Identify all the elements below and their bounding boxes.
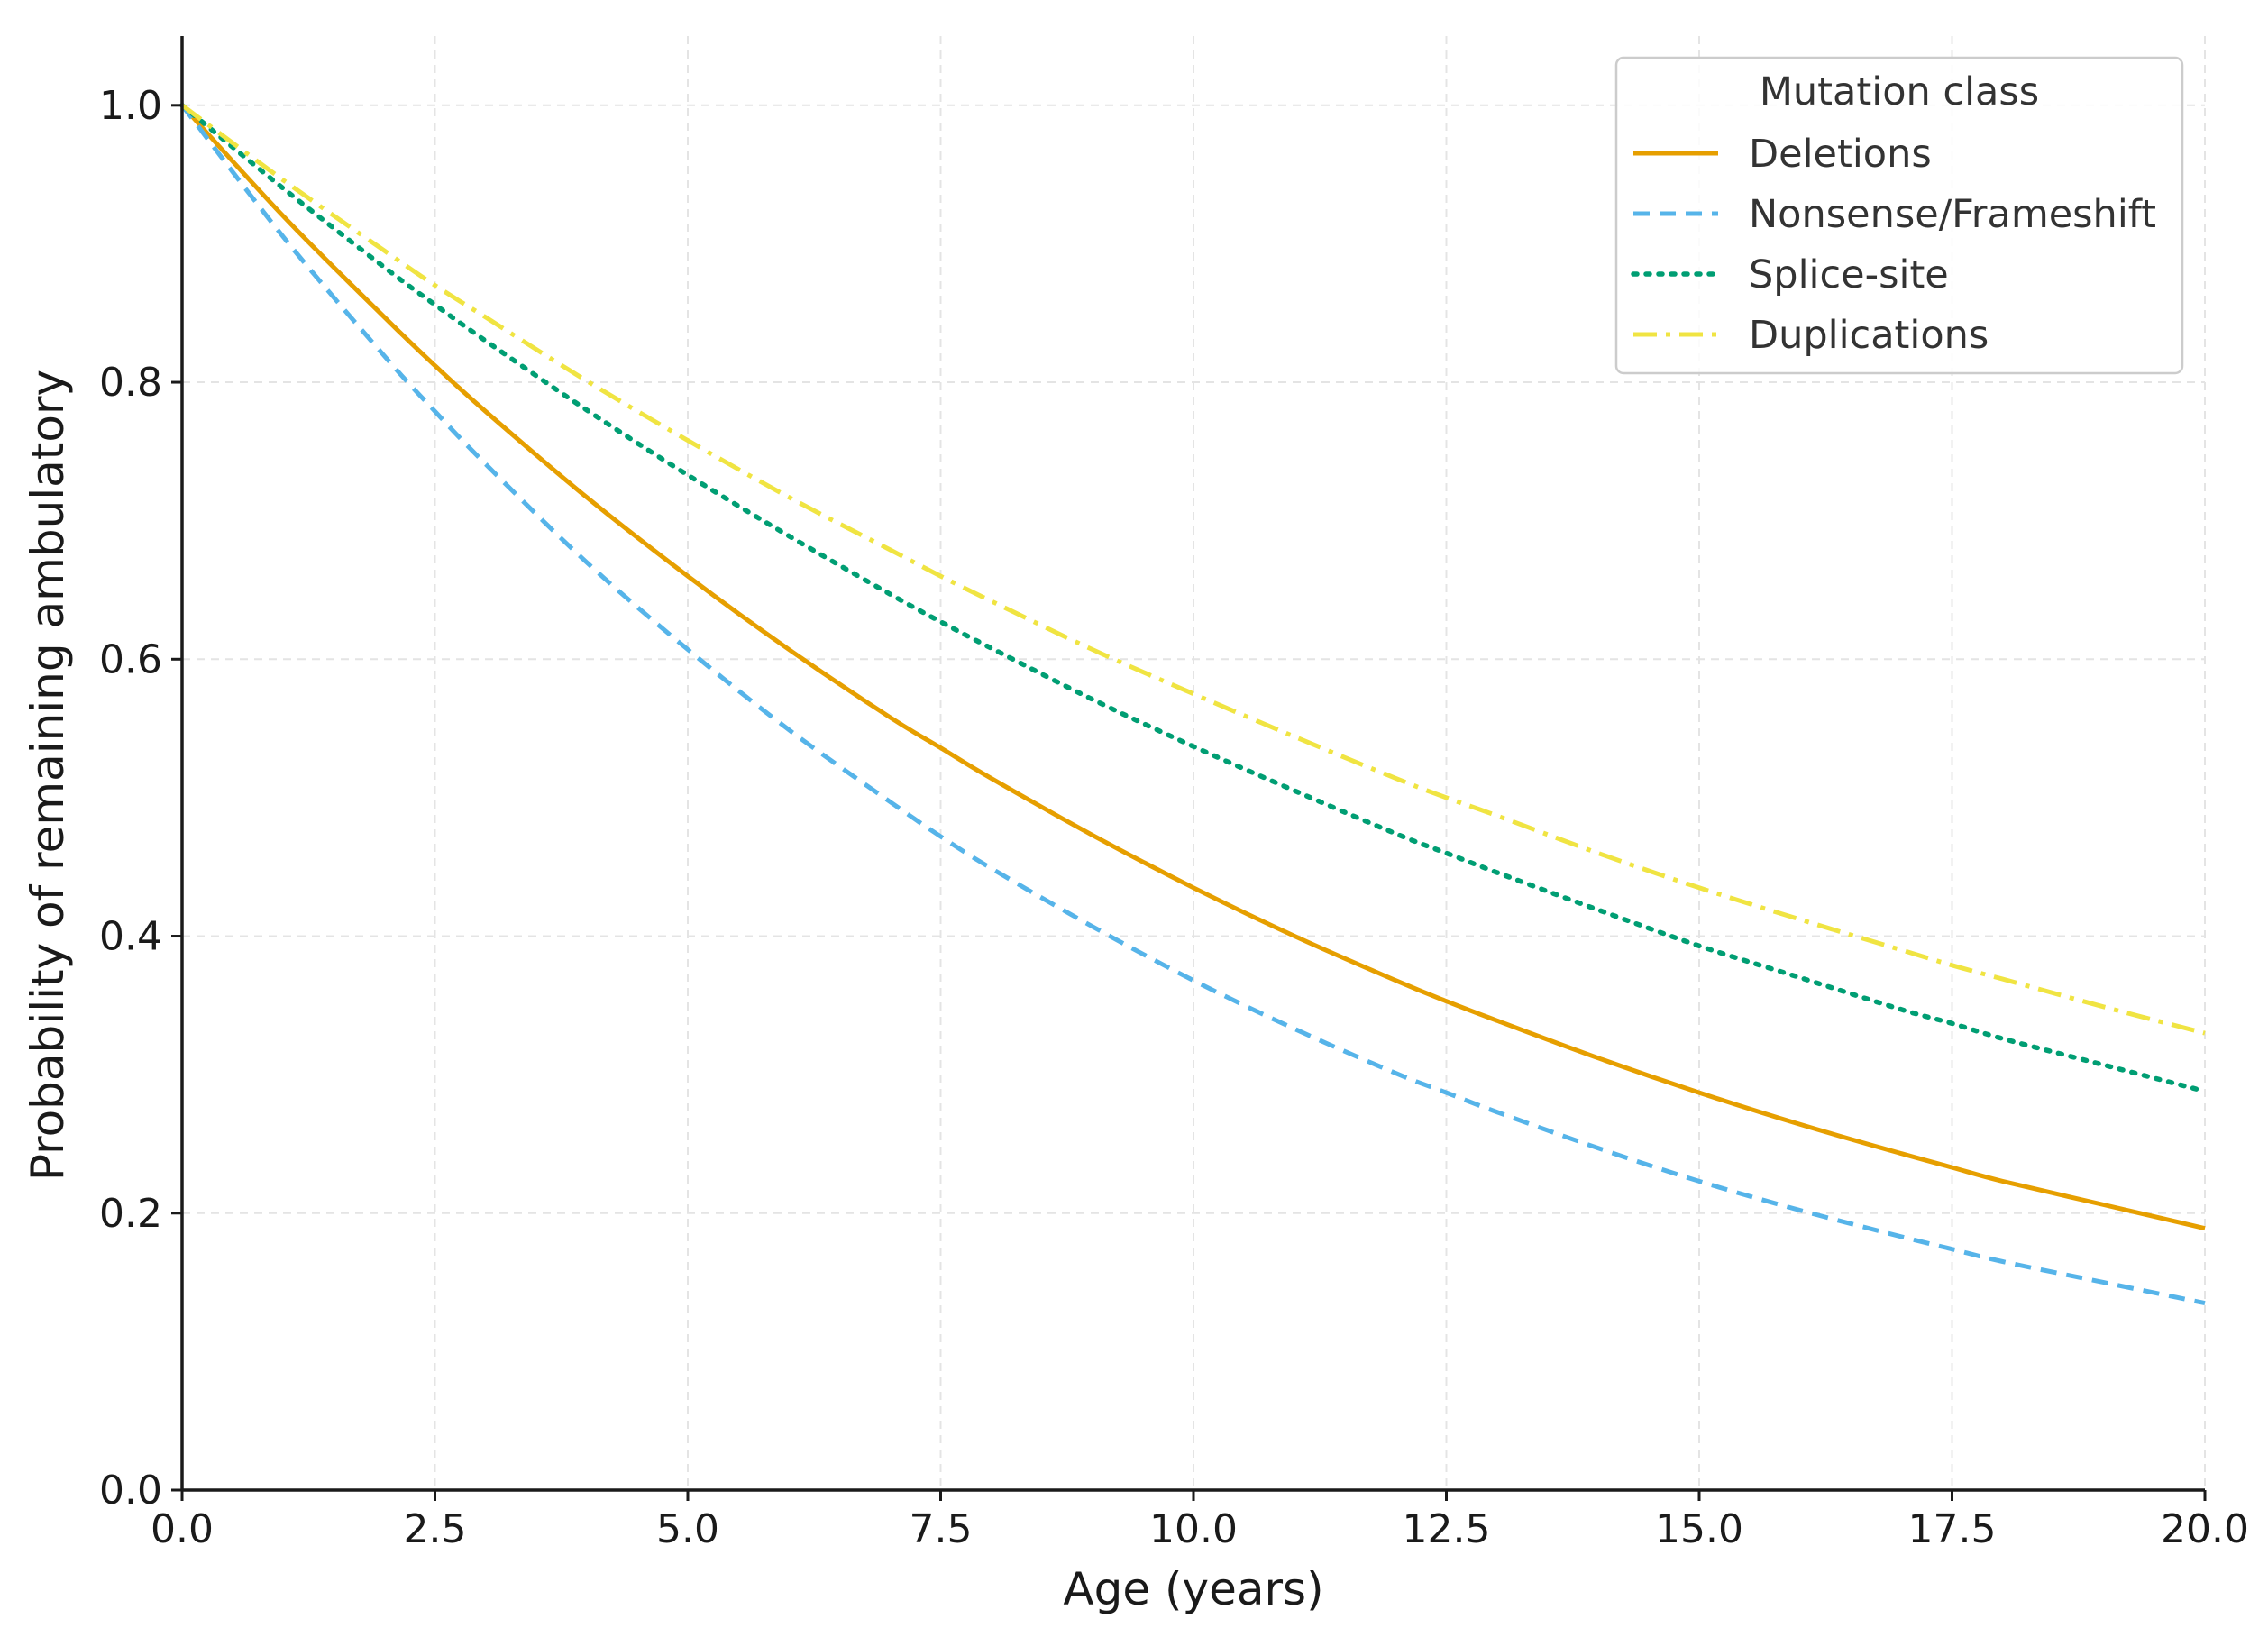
y-tick-label: 0.6 [99,636,162,682]
y-tick-label: 0.4 [99,914,162,960]
y-tick-label: 1.0 [99,83,162,129]
y-tick-label: 0.8 [99,360,162,406]
y-axis-label: Probability of remaining ambulatory [22,370,74,1181]
series-line-splice-site [179,103,2208,1094]
x-tick-label: 5.0 [656,1506,719,1552]
legend: Mutation class Deletions Nonsense/Framesh… [1614,56,2184,375]
x-tick-label: 20.0 [2161,1506,2249,1552]
legend-label: Deletions [1749,132,1932,177]
x-tick-label: 15.0 [1655,1506,1743,1552]
x-tick-label: 0.0 [151,1506,214,1552]
legend-title: Mutation class [1760,69,2039,114]
x-tick-label: 2.5 [404,1506,467,1552]
x-tick-label: 7.5 [910,1506,973,1552]
legend-label: Splice-site [1749,252,1949,297]
legend-label: Nonsense/Frameshift [1749,192,2156,237]
ticks: 0.0 2.5 5.0 7.5 10.0 12.5 15.0 17.5 20.0 0.0 0.2 0.… [99,83,2249,1552]
x-axis-label: Age (years) [1063,1563,1323,1615]
x-tick-label: 17.5 [1908,1506,1997,1552]
x-tick-label: 10.0 [1149,1506,1238,1552]
y-tick-label: 0.0 [99,1468,162,1514]
y-tick-label: 0.2 [99,1191,162,1237]
series-group [179,103,2208,1306]
legend-box [1614,56,2184,375]
x-tick-label: 12.5 [1403,1506,1491,1552]
series-line-duplications [180,103,2206,1036]
legend-entries: Deletions Nonsense/Frameshift Splice-site D… [1631,132,2156,358]
series-line-deletions [180,104,2206,1231]
legend-label: Duplications [1749,313,1989,358]
